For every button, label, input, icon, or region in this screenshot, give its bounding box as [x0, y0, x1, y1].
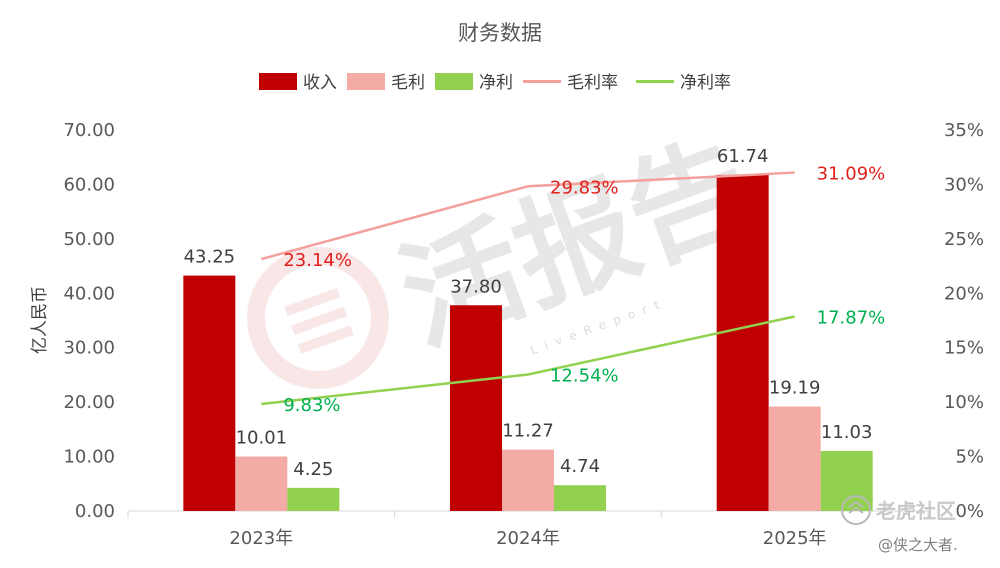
- bar-value-label: 11.03: [821, 422, 873, 443]
- right-tick-label: 35%: [944, 120, 984, 141]
- legend-swatch: [259, 73, 297, 90]
- legend-label: 净利率: [680, 73, 731, 93]
- legend-item: 净利: [435, 73, 513, 93]
- tiger-logo-icon: [841, 495, 871, 525]
- line-净利率: [261, 315, 795, 406]
- bar-毛利: [502, 449, 554, 511]
- bar-value-label: 11.27: [502, 421, 554, 442]
- legend-item: 收入: [259, 73, 337, 93]
- x-tick-label: 2024年: [496, 528, 560, 549]
- bar-毛利: [768, 406, 821, 511]
- lines: [261, 171, 795, 406]
- legend-swatch: [347, 73, 385, 90]
- bar-毛利: [235, 456, 288, 511]
- right-tick-label: 20%: [944, 283, 984, 304]
- bar-净利: [554, 485, 606, 511]
- bar-value-label: 61.74: [717, 146, 769, 167]
- left-tick-label: 20.00: [63, 392, 115, 413]
- line-value-label: 9.83%: [283, 395, 340, 416]
- left-tick-label: 30.00: [63, 338, 115, 359]
- legend-label: 收入: [303, 73, 337, 93]
- line-毛利率: [261, 171, 795, 261]
- legend-item: 毛利率: [523, 73, 618, 93]
- bars: [183, 174, 873, 511]
- right-tick-label: 30%: [944, 174, 984, 195]
- bar-收入: [450, 305, 502, 511]
- left-tick-label: 40.00: [63, 283, 115, 304]
- right-tick-label: 15%: [944, 338, 984, 359]
- line-value-label: 29.83%: [550, 177, 619, 198]
- credit: 老虎社区 @侠之大者.: [841, 495, 958, 554]
- bar-净利: [820, 450, 873, 511]
- x-tick-label: 2025年: [763, 528, 827, 549]
- line-value-label: 23.14%: [283, 250, 352, 271]
- bar-净利: [287, 487, 340, 511]
- x-axis: 2023年 2024年 2025年: [127, 511, 929, 549]
- legend-label: 毛利: [391, 73, 425, 93]
- left-tick-label: 50.00: [63, 229, 115, 250]
- line-value-label: 17.87%: [817, 307, 886, 328]
- legend-item: 净利率: [636, 73, 731, 93]
- data-labels: 43.25 37.80 61.74 10.01 11.27 19.19 4.25 4.74 11…: [184, 146, 886, 480]
- bar-value-label: 43.25: [184, 247, 236, 268]
- bar-value-label: 37.80: [450, 276, 502, 297]
- credit-brand: 老虎社区: [876, 499, 956, 523]
- left-tick-label: 70.00: [63, 120, 115, 141]
- right-tick-label: 10%: [944, 392, 984, 413]
- left-tick-label: 0.00: [75, 501, 115, 522]
- credit-user: @侠之大者.: [878, 536, 958, 554]
- bar-value-label: 19.19: [769, 378, 821, 399]
- right-axis: 0% 5% 10% 15% 20% 25% 30% 35%: [944, 120, 984, 522]
- x-tick-label: 2023年: [229, 528, 293, 549]
- bar-value-label: 4.74: [560, 456, 600, 477]
- watermark-logo-icon: [247, 247, 389, 389]
- legend: 收入 毛利 净利 毛利率 净利率: [259, 73, 731, 93]
- bar-value-label: 10.01: [236, 428, 288, 449]
- chart-title: 财务数据: [458, 21, 542, 45]
- legend-item: 毛利: [347, 73, 425, 93]
- left-axis: 0.00 10.00 20.00 30.00 40.00 50.00 60.00 70.00: [63, 120, 115, 522]
- right-tick-label: 0%: [955, 501, 984, 522]
- legend-swatch: [435, 73, 473, 90]
- bar-value-label: 4.25: [293, 459, 333, 480]
- left-tick-label: 60.00: [63, 174, 115, 195]
- right-tick-label: 5%: [955, 447, 984, 468]
- legend-label: 毛利率: [567, 73, 618, 93]
- y-axis-label: 亿人民币: [30, 286, 50, 354]
- right-tick-label: 25%: [944, 229, 984, 250]
- legend-label: 净利: [479, 73, 513, 93]
- bar-收入: [183, 275, 236, 511]
- left-tick-label: 10.00: [63, 447, 115, 468]
- line-value-label: 31.09%: [817, 164, 886, 185]
- bar-收入: [716, 174, 769, 511]
- line-value-label: 12.54%: [550, 365, 619, 386]
